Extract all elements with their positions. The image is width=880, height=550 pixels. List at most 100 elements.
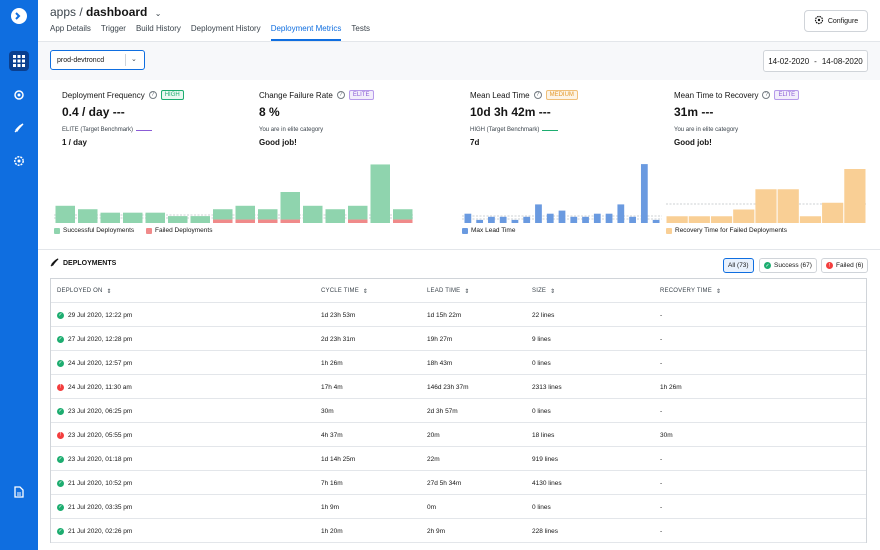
metric-value: 8 %	[259, 105, 280, 119]
chevron-down-icon[interactable]: ⌄	[154, 9, 162, 18]
sort-icon[interactable]: ⇕	[715, 288, 722, 295]
rocket-icon	[50, 258, 59, 269]
date-from[interactable]: 14-02-2020	[768, 56, 810, 66]
cell-recovery-time: -	[660, 303, 662, 327]
filter-bar: prod-devtroncd ⌄ 14-02-2020 - 14-08-2020	[38, 42, 880, 80]
table-row[interactable]: ✓ 21 Jul 2020, 02:26 pm 1h 20m 2h 9m 228 lin…	[51, 519, 866, 543]
column-deployed-on[interactable]: DEPLOYED ON ⇕	[57, 279, 112, 303]
table-row[interactable]: ✓ 23 Jul 2020, 06:25 pm 30m 2d 3h 57m 0 line…	[51, 399, 866, 423]
bar-recovery-time	[710, 216, 733, 223]
table-row[interactable]: ✓ 27 Jul 2020, 12:28 pm 2d 23h 31m 19h 27m 9…	[51, 327, 866, 351]
bar-failed	[258, 219, 278, 223]
filter-failed[interactable]: ! Failed (6)	[821, 258, 869, 273]
cycle-time-value: 7h 16m	[321, 479, 343, 487]
bar-success	[78, 209, 98, 223]
bar-success	[213, 209, 233, 220]
date-to[interactable]: 14-08-2020	[821, 56, 863, 66]
metric-target: Good job!	[674, 138, 712, 147]
legend-label: Max Lead Time	[471, 227, 516, 234]
metric-value: 31m ---	[674, 105, 714, 119]
bar-lead-time	[499, 216, 507, 223]
cycle-time-value: 1h 20m	[321, 527, 343, 535]
table-row[interactable]: ! 24 Jul 2020, 11:30 am 17h 4m 146d 23h 37m…	[51, 375, 866, 399]
table-header: DEPLOYED ON ⇕ CYCLE TIME ⇕ LEAD TIME ⇕ SIZE…	[51, 279, 866, 303]
lead-time-value: 2d 3h 57m	[427, 407, 458, 415]
document-icon[interactable]	[9, 482, 29, 502]
column-cycle-time[interactable]: CYCLE TIME ⇕	[321, 279, 368, 303]
metric-badge: HIGH	[160, 90, 184, 100]
cell-size: 4130 lines	[532, 471, 562, 495]
recovery-time-value: -	[660, 359, 663, 367]
app-name[interactable]: dashboard	[86, 5, 148, 19]
bar-lead-time	[570, 216, 578, 223]
cycle-time-value: 1h 9m	[321, 503, 340, 511]
bar-lead-time	[629, 216, 636, 223]
settings-gear-icon[interactable]	[9, 85, 29, 105]
bar-recovery-time	[666, 216, 688, 223]
filter-label: All (73)	[728, 262, 749, 269]
help-icon[interactable]: ?	[533, 91, 542, 99]
deployed-on-value: 24 Jul 2020, 12:57 pm	[68, 359, 133, 367]
column-recovery-time[interactable]: RECOVERY TIME ⇕	[660, 279, 721, 303]
environment-select[interactable]: prod-devtroncd ⌄	[50, 50, 145, 70]
metric-mean-time-to-recovery: Mean Time to Recovery? ELITE 31m --- You …	[674, 90, 864, 147]
help-icon[interactable]: ?	[336, 91, 345, 99]
check-icon: ✓	[57, 335, 64, 343]
benchmark-line	[542, 129, 559, 131]
date-separator: -	[814, 56, 817, 66]
lead-time-value: 2h 9m	[427, 527, 446, 535]
app-header: apps / dashboard ⌄ App Details Trigger B…	[38, 0, 880, 42]
bar-lead-time	[476, 219, 484, 223]
column-lead-time[interactable]: LEAD TIME ⇕	[427, 279, 470, 303]
check-icon: ✓	[764, 262, 771, 269]
table-row[interactable]: ✓ 21 Jul 2020, 03:35 pm 1h 9m 0m 0 lines -	[51, 495, 866, 519]
cell-lead-time: 2h 9m	[427, 519, 445, 543]
table-row[interactable]: ✓ 24 Jul 2020, 12:57 pm 1h 26m 18h 43m 0 lin…	[51, 351, 866, 375]
bar-lead-time	[511, 219, 519, 223]
date-range-picker[interactable]: 14-02-2020 - 14-08-2020	[763, 50, 868, 72]
help-icon[interactable]: ?	[762, 91, 771, 99]
lead-time-value: 20m	[427, 431, 440, 439]
tab-trigger[interactable]: Trigger	[100, 24, 126, 33]
cell-lead-time: 20m	[427, 423, 440, 447]
deployed-on-value: 29 Jul 2020, 12:22 pm	[68, 311, 133, 319]
tab-app-details[interactable]: App Details	[50, 24, 91, 33]
sort-icon[interactable]: ⇕	[362, 288, 369, 295]
help-icon[interactable]: ?	[148, 91, 157, 99]
sort-icon[interactable]: ⇕	[464, 288, 470, 295]
tab-build-history[interactable]: Build History	[135, 24, 181, 33]
deployed-on-value: 21 Jul 2020, 03:35 pm	[68, 503, 133, 511]
table-row[interactable]: ✓ 29 Jul 2020, 12:22 pm 1d 23h 53m 1d 15h 2…	[51, 303, 866, 327]
cell-recovery-time: -	[660, 471, 662, 495]
metric-benchmark: You are in elite category	[259, 127, 324, 133]
cog-icon[interactable]	[9, 151, 29, 171]
deployed-on-value: 23 Jul 2020, 01:18 pm	[68, 455, 133, 463]
table-row[interactable]: ✓ 21 Jul 2020, 10:52 pm 7h 16m 27d 5h 34m 41…	[51, 471, 866, 495]
tab-deployment-metrics[interactable]: Deployment Metrics	[270, 24, 342, 41]
filter-success[interactable]: ✓ Success (67)	[759, 258, 817, 273]
devtron-logo-icon[interactable]	[9, 6, 29, 26]
bar-success	[190, 216, 210, 223]
tab-deployment-history[interactable]: Deployment History	[190, 24, 261, 33]
bar-success	[280, 192, 300, 220]
filter-all[interactable]: All (73)	[723, 258, 754, 273]
rocket-icon[interactable]	[9, 118, 29, 138]
metric-badge: MEDIUM	[545, 90, 578, 100]
column-size[interactable]: SIZE ⇕	[532, 279, 555, 303]
cell-size: 18 lines	[532, 423, 554, 447]
chevron-down-icon: ⌄	[131, 56, 137, 63]
sort-icon[interactable]: ⇕	[106, 288, 112, 295]
configure-button[interactable]: Configure	[804, 10, 868, 32]
sort-icon[interactable]: ⇕	[550, 288, 556, 295]
metric-change-failure-rate: Change Failure Rate? ELITE 8 % You are in…	[259, 90, 449, 147]
recovery-time-value: -	[660, 407, 663, 415]
tab-tests[interactable]: Tests	[351, 24, 371, 33]
column-label: LEAD TIME	[427, 288, 461, 294]
legend-failed: Failed Deployments	[146, 227, 212, 234]
table-row[interactable]: ! 23 Jul 2020, 05:55 pm 4h 37m 20m 18 lines 3…	[51, 423, 866, 447]
apps-grid-icon[interactable]	[9, 51, 29, 71]
metric-target: Good job!	[259, 138, 297, 147]
cell-lead-time: 22m	[427, 447, 440, 471]
bar-recovery-time	[777, 189, 799, 223]
table-row[interactable]: ✓ 23 Jul 2020, 01:18 pm 1d 14h 25m 22m 919 l…	[51, 447, 866, 471]
